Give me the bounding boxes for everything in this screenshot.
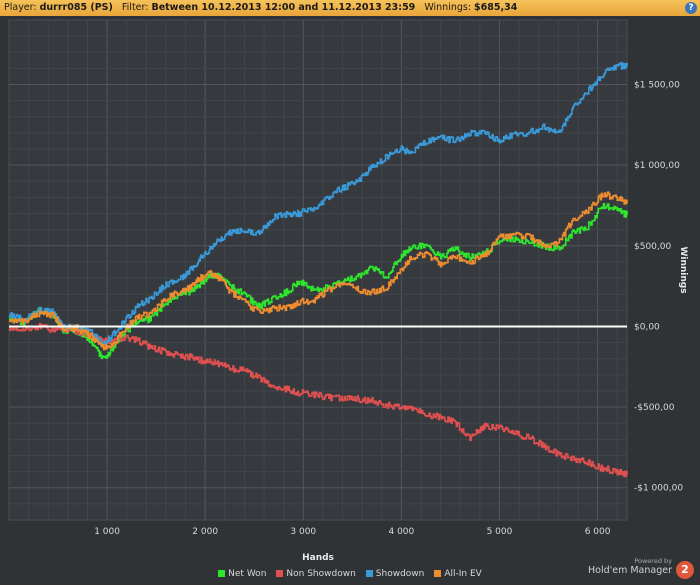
player-label: Player: <box>4 2 37 13</box>
legend-label: Non Showdown <box>286 569 356 579</box>
y-tick-label: $1 000,00 <box>634 161 680 171</box>
plot-area <box>8 19 628 521</box>
legend-swatch <box>218 569 226 577</box>
legend-swatch <box>276 569 284 577</box>
legend-item-showdown[interactable]: Showdown <box>365 569 425 579</box>
player-value: durrr085 (PS) <box>39 2 113 13</box>
powered-by-text: Powered by <box>634 557 672 565</box>
legend-swatch <box>434 569 442 577</box>
legend-label: Showdown <box>375 569 425 579</box>
filter-label: Filter: <box>121 2 149 13</box>
y-tick-label: $500,00 <box>634 242 671 252</box>
x-tick-label: 6 000 <box>585 527 611 537</box>
series-line-showdown <box>9 61 628 347</box>
y-axis-title: Winnings <box>678 246 688 293</box>
winnings-chart: 1 000 2 000 3 000 4 000 5 000 6 000 $1 500,00 $… <box>8 19 688 563</box>
x-tick-label: 5 000 <box>487 527 513 537</box>
series-line-all-in-ev <box>9 191 628 351</box>
winnings-label: Winnings: <box>424 2 472 13</box>
legend-label: All-In EV <box>444 569 482 579</box>
powered-by-branding: Powered by Hold'em Manager 2 <box>584 557 694 583</box>
winnings-value: $685,34 <box>474 2 518 13</box>
x-axis-title: Hands <box>302 553 334 563</box>
legend-item-net-won[interactable]: Net Won <box>218 569 266 579</box>
hm2-logo-icon: 2 <box>676 561 694 579</box>
product-name: Hold'em Manager <box>588 565 672 576</box>
x-tick-label: 3 000 <box>290 527 316 537</box>
y-tick-label: -$1 000,00 <box>634 484 683 494</box>
x-tick-label: 4 000 <box>388 527 414 537</box>
legend-label: Net Won <box>228 569 267 579</box>
legend-item-all-in-ev[interactable]: All-In EV <box>434 569 482 579</box>
legend-swatch <box>365 569 373 577</box>
y-tick-label: $1 500,00 <box>634 81 680 91</box>
x-tick-label: 1 000 <box>94 527 120 537</box>
y-tick-label: $0,00 <box>634 322 660 332</box>
y-tick-label: -$500,00 <box>634 403 675 413</box>
filter-header-bar: Player: durrr085 (PS) Filter: Between 10.1… <box>0 0 700 16</box>
x-tick-label: 2 000 <box>192 527 218 537</box>
series-line-net-won <box>9 203 628 360</box>
legend-item-non-showdown[interactable]: Non Showdown <box>276 569 356 579</box>
help-icon[interactable]: ? <box>685 2 697 14</box>
filter-value: Between 10.12.2013 12:00 and 11.12.2013 … <box>151 2 416 13</box>
chart-legend: Net Won Non Showdown Showdown All-In EV <box>0 569 700 583</box>
